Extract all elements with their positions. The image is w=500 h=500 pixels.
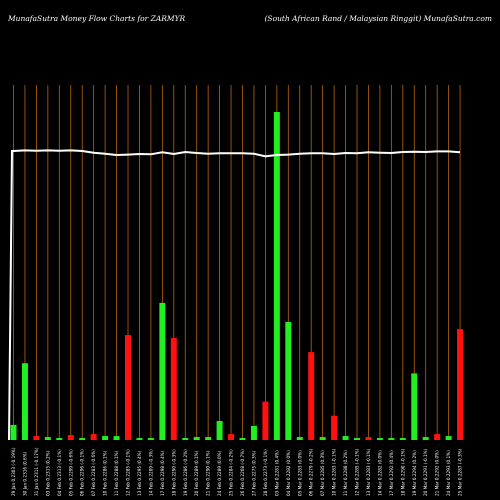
bar-C02 bbox=[21, 363, 28, 440]
bar-C34 bbox=[388, 438, 395, 440]
bar-C22 bbox=[250, 425, 257, 440]
bar-C33 bbox=[376, 438, 383, 440]
x-tick-label: 05 Feb 0.2299 (-0.6%) bbox=[68, 449, 73, 496]
x-tick-label: 07 Feb 0.2283 (-0.6%) bbox=[91, 449, 96, 496]
bar-C16 bbox=[182, 438, 189, 440]
price-line bbox=[8, 149, 461, 441]
bar-C21 bbox=[239, 438, 246, 440]
x-tick-label: 03 Mar 0.2281 (0.4%) bbox=[274, 450, 279, 496]
chart-subtitle: (South African Rand / Malaysian Ringgit)… bbox=[264, 14, 493, 23]
x-tick-label: 24 Feb 0.2289 (0.0%) bbox=[217, 450, 222, 496]
x-tick-label: 30 Jan 0.2316 (0.6%) bbox=[22, 451, 27, 496]
x-tick-label: 25 Feb 0.2284 (-0.2%) bbox=[229, 449, 234, 496]
x-tick-label: 25 Mar 0.2287 (-0.3%) bbox=[458, 448, 463, 496]
x-tick-label: 03 Feb 0.2315 (0.2%) bbox=[45, 450, 50, 496]
bar-C04 bbox=[44, 437, 51, 440]
bar-C15 bbox=[170, 337, 177, 440]
bar-C24 bbox=[273, 112, 280, 440]
bar-C37 bbox=[422, 437, 429, 440]
bar-C05 bbox=[56, 438, 63, 440]
x-tick-label: 29 Jan 0.2303 (-0.19%) bbox=[11, 447, 16, 496]
bar-C29 bbox=[331, 415, 338, 440]
x-tick-label: 17 Mar 0.2292 (0.4%) bbox=[389, 450, 394, 496]
bar-C27 bbox=[308, 352, 315, 440]
x-tick-label: 14 Feb 0.2289 (-0.3%) bbox=[148, 449, 153, 496]
bar-C06 bbox=[67, 435, 74, 440]
bar-C20 bbox=[228, 434, 235, 440]
x-tick-label: 04 Feb 0.2313 (-0.1%) bbox=[57, 449, 62, 496]
bar-C11 bbox=[125, 335, 131, 440]
bar-C26 bbox=[296, 437, 303, 440]
x-tick-label: 24 Mar 0.2293 (0.1%) bbox=[446, 450, 451, 496]
bar-C31 bbox=[354, 438, 360, 440]
bar-C30 bbox=[342, 436, 349, 440]
bar-C40 bbox=[457, 329, 464, 440]
x-tick-label: 10 Mar 0.2283 (-0.1%) bbox=[332, 448, 337, 496]
bar-C25 bbox=[285, 321, 292, 440]
x-tick-label: 21 Mar 0.2292 (0.0%) bbox=[435, 450, 440, 496]
bar-C03 bbox=[33, 436, 40, 440]
bar-C09 bbox=[102, 436, 109, 440]
bar-C23 bbox=[262, 401, 269, 440]
bar-C19 bbox=[216, 420, 223, 440]
x-tick-label: 06 Feb 0.2296 (-0.1%) bbox=[80, 449, 85, 496]
bar-C07 bbox=[79, 438, 86, 440]
x-tick-label: 05 Mar 0.2283 (0.0%) bbox=[297, 450, 302, 496]
x-tick-label: 14 Mar 0.2282 (0.0%) bbox=[377, 450, 382, 496]
x-tick-label: 17 Feb 0.2298 (0.4%) bbox=[160, 450, 165, 496]
bar-C36 bbox=[411, 373, 418, 440]
bar-C14 bbox=[159, 302, 166, 440]
bar-C17 bbox=[193, 437, 200, 440]
x-tick-label: 20 Mar 0.2291 (-0.1%) bbox=[423, 448, 428, 496]
x-tick-label: 27 Feb 0.2275 (0.3%) bbox=[251, 450, 256, 496]
x-tick-label: 18 Feb 0.2290 (-0.3%) bbox=[171, 449, 176, 496]
x-tick-label: 21 Feb 0.2290 (0.1%) bbox=[206, 450, 211, 496]
bar-C18 bbox=[205, 437, 212, 440]
bar-C39 bbox=[445, 436, 452, 440]
x-tick-label: 28 Feb 0.2273 (-0.1%) bbox=[263, 449, 268, 496]
x-tick-label: 07 Mar 0.2285 (0.3%) bbox=[320, 450, 325, 496]
bar-C13 bbox=[147, 438, 154, 440]
x-tick-label: 11 Feb 0.2288 (0.1%) bbox=[114, 450, 119, 496]
x-tick-label: 10 Feb 0.2286 (0.1%) bbox=[103, 450, 108, 496]
x-tick-label: 19 Feb 0.2286 (-0.2%) bbox=[183, 449, 188, 496]
x-tick-label: 12 Feb 0.2285 (-0.1%) bbox=[126, 449, 131, 496]
x-tick-label: 19 Mar 0.2294 (0.2%) bbox=[412, 450, 417, 496]
bar-C10 bbox=[113, 436, 120, 440]
x-tick-label: 20 Feb 0.2289 (0.1%) bbox=[194, 450, 199, 496]
x-tick-label: 13 Feb 0.2295 (0.4%) bbox=[137, 450, 142, 496]
x-tick-label: 31 Jan 0.2311 (-0.17%) bbox=[34, 447, 39, 496]
chart-title: MunafaSutra Money Flow Charts for ZARMYR bbox=[8, 14, 186, 23]
bar-C08 bbox=[90, 434, 97, 440]
bar-C12 bbox=[136, 438, 143, 440]
x-tick-label: 12 Mar 0.2285 (-0.1%) bbox=[355, 448, 360, 496]
bar-C32 bbox=[365, 437, 372, 440]
x-tick-label: 04 Mar 0.2282 (0.0%) bbox=[286, 450, 291, 496]
x-tick-label: 13 Mar 0.2283 (-0.1%) bbox=[366, 448, 371, 496]
bar-C35 bbox=[399, 438, 406, 440]
x-tick-label: 11 Mar 0.2288 (0.2%) bbox=[343, 450, 348, 496]
x-tick-label: 26 Feb 0.2268 (-0.7%) bbox=[240, 449, 245, 496]
bar-C01 bbox=[10, 424, 17, 440]
bar-C28 bbox=[319, 437, 326, 440]
x-tick-label: 06 Mar 0.2279 (-0.2%) bbox=[309, 448, 314, 496]
bar-C38 bbox=[434, 434, 441, 440]
x-tick-label: 18 Mar 0.2290 (-0.1%) bbox=[400, 448, 405, 496]
